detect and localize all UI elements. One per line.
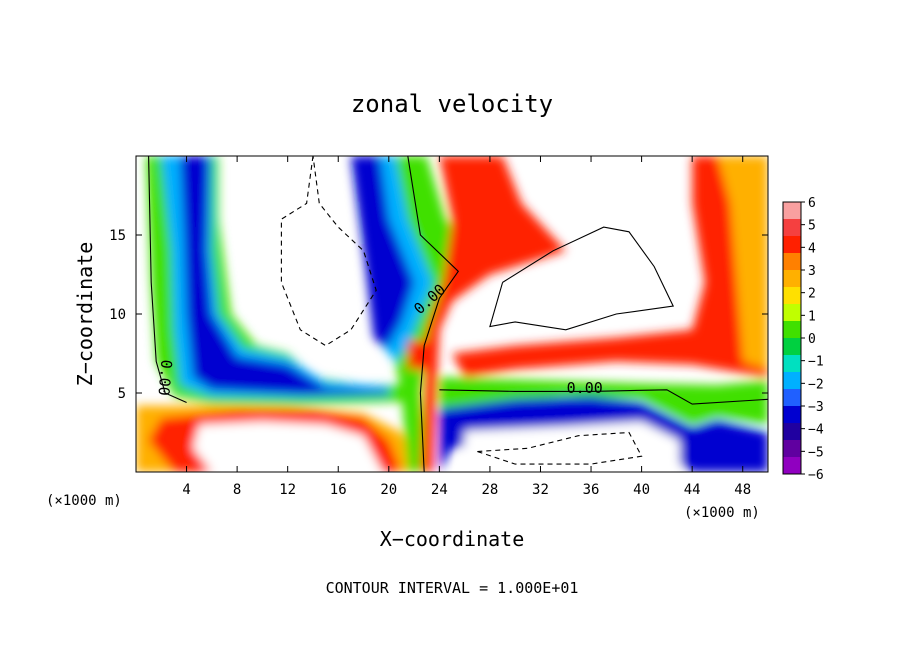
colorbar-label: −1 <box>808 355 824 370</box>
colorbar-swatch <box>783 202 801 220</box>
blue-central <box>350 156 415 349</box>
contour-line <box>477 431 643 465</box>
contour-line <box>280 156 377 347</box>
red-blob <box>407 340 430 370</box>
contour-label: 0.00 <box>567 379 603 397</box>
white-lowleft <box>192 421 383 472</box>
y-axis-title: Z−coordinate <box>73 242 97 387</box>
colorbar-swatch <box>783 355 801 373</box>
x-tick-label: 40 <box>633 482 650 498</box>
colorbar-label: 5 <box>808 219 816 234</box>
x-tick-label: 20 <box>380 482 397 498</box>
contour-interval-note: CONTOUR INTERVAL = 1.000E+01 <box>326 579 579 597</box>
colorbar-swatch <box>783 287 801 305</box>
x-tick-label: 12 <box>279 482 296 498</box>
colorbar-label: 1 <box>808 309 816 324</box>
x-unit-left: (×1000 m) <box>46 493 122 509</box>
colorbar-swatch <box>783 253 801 271</box>
white-lowright <box>464 421 680 472</box>
orange-right <box>717 156 768 370</box>
chart-title: zonal velocity <box>351 90 553 118</box>
x-tick-label: 32 <box>532 482 549 498</box>
contour-line <box>407 156 460 472</box>
blue-left <box>180 156 389 395</box>
colorbar-swatch <box>783 457 801 475</box>
colorbar: 6 5 4 3 2 1 0 −1 −2 −3 −4 −5 −6 <box>782 196 824 483</box>
y-tick-label: 10 <box>109 307 126 323</box>
plot-area <box>136 156 768 472</box>
x-axis-title: X−coordinate <box>380 527 525 551</box>
colorbar-swatch <box>783 440 801 458</box>
colorbar-label: 4 <box>808 241 816 256</box>
x-unit-right: (×1000 m) <box>684 505 760 521</box>
colorbar-label: −3 <box>808 400 824 415</box>
colorbar-label: −4 <box>808 423 824 438</box>
x-tick-label: 24 <box>431 482 448 498</box>
x-axis-ticks: 4 8 12 16 20 24 28 32 36 40 44 48 <box>182 156 751 498</box>
contour-label: 0.00 <box>154 359 175 397</box>
x-tick-label: 8 <box>233 482 241 498</box>
colorbar-swatch <box>783 406 801 424</box>
contour-line <box>489 226 675 331</box>
colorbar-swatch <box>783 389 801 407</box>
colorbar-swatch <box>783 338 801 356</box>
red-central <box>420 156 566 472</box>
x-tick-label: 16 <box>330 482 347 498</box>
colorbar-swatch <box>783 270 801 288</box>
colorbar-label: 0 <box>808 332 816 347</box>
y-tick-label: 15 <box>109 228 126 244</box>
y-axis-ticks: 5 10 15 <box>109 228 768 402</box>
x-tick-label: 28 <box>481 482 498 498</box>
colorbar-label: 6 <box>808 196 816 211</box>
contour-line <box>148 156 187 404</box>
zero-contours <box>148 156 768 472</box>
x-tick-label: 4 <box>182 482 190 498</box>
contour-line <box>439 389 768 405</box>
colorbar-swatch <box>783 236 801 254</box>
colorbar-label: 2 <box>808 287 816 302</box>
velocity-field <box>136 156 768 472</box>
colorbar-swatch <box>783 321 801 339</box>
colorbar-swatch <box>783 423 801 441</box>
x-tick-label: 48 <box>734 482 751 498</box>
colorbar-swatch <box>783 219 801 237</box>
colorbar-swatch <box>783 304 801 322</box>
colorbar-label: −6 <box>808 468 824 483</box>
colorbar-label: −2 <box>808 377 824 392</box>
colorbar-label: 3 <box>808 264 816 279</box>
colorbar-swatch <box>783 372 801 390</box>
green-right <box>439 377 768 425</box>
x-tick-label: 44 <box>684 482 701 498</box>
x-tick-label: 36 <box>583 482 600 498</box>
colorbar-label: −5 <box>808 445 824 460</box>
y-tick-label: 5 <box>118 386 126 402</box>
